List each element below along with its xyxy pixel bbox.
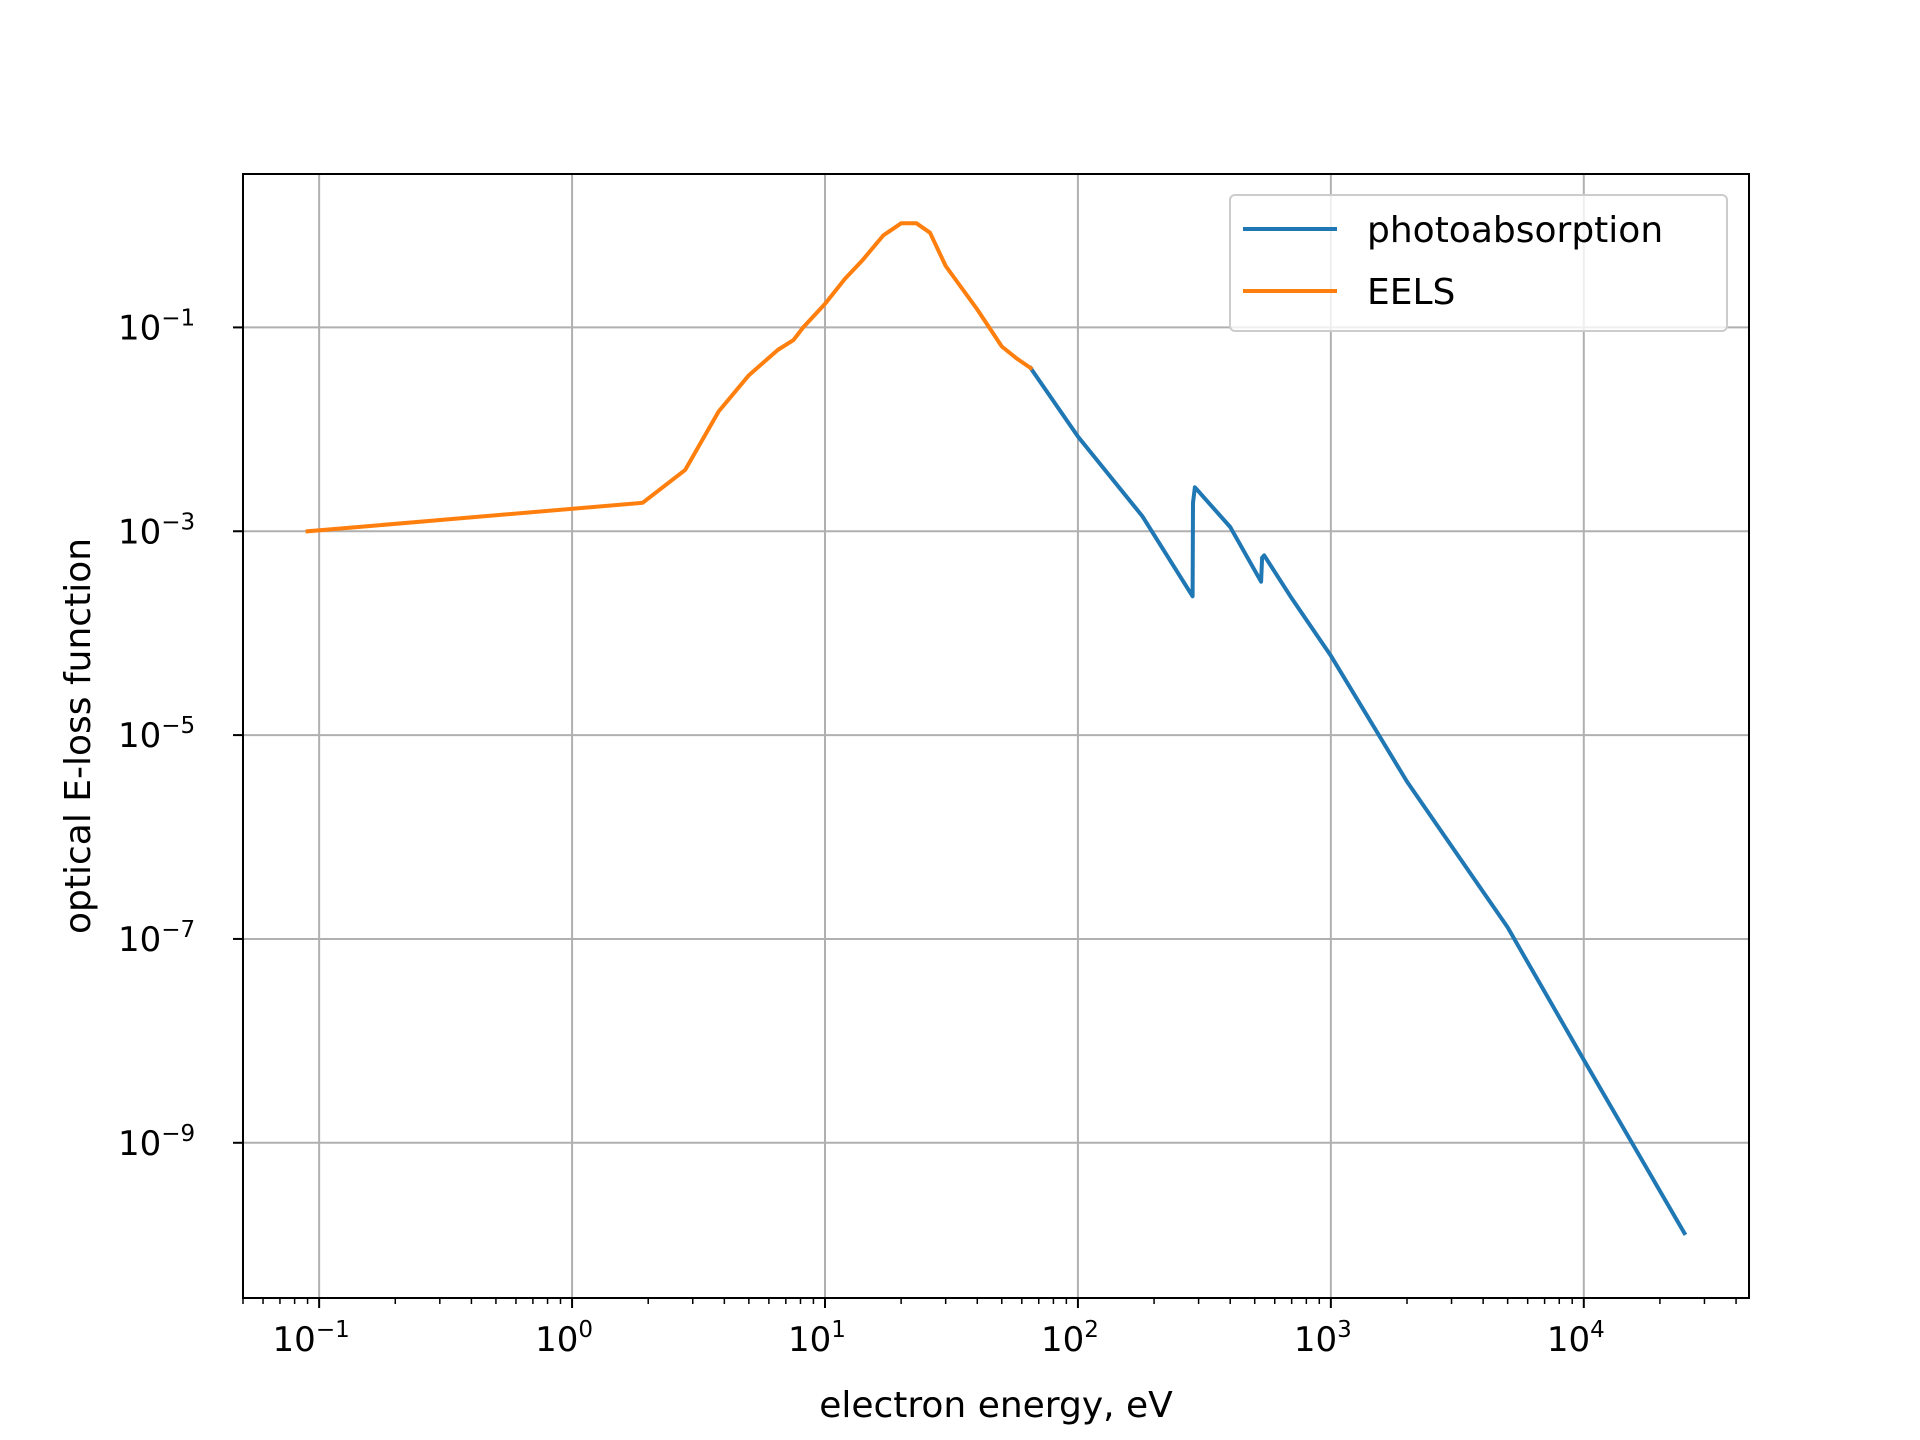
y-tick-label: 10−9: [118, 1121, 195, 1164]
legend-box: [1229, 194, 1728, 332]
x-tick-label: 102: [1041, 1317, 1099, 1360]
series-line-eels: [305, 221, 1034, 534]
y-tick-label: 10−3: [118, 509, 195, 552]
series-line-photoabsorption: [1027, 365, 1688, 1236]
data-lines: [305, 221, 1688, 1236]
x-tick-label: 101: [788, 1317, 846, 1360]
x-tick-label: 104: [1547, 1317, 1605, 1360]
legend-label-photoabsorption: photoabsorption: [1367, 210, 1663, 251]
legend: photoabsorption EELS: [1229, 194, 1728, 332]
y-tick-label: 10−5: [118, 713, 195, 756]
x-tick-label: 10−1: [273, 1317, 350, 1360]
y-tick-label: 10−7: [118, 917, 195, 960]
x-tick-label: 103: [1294, 1317, 1352, 1360]
ticks: 10−1 100 101 102 103 104 10−1 10−3 10−5 10−7 10−9: [118, 305, 1737, 1360]
y-axis-label: optical E-loss function: [58, 538, 99, 934]
x-tick-label: 100: [535, 1317, 593, 1360]
y-tick-label: 10−1: [118, 305, 195, 348]
legend-label-eels: EELS: [1367, 272, 1455, 313]
x-axis-label: electron energy, eV: [819, 1385, 1173, 1426]
grid: [243, 174, 1749, 1298]
